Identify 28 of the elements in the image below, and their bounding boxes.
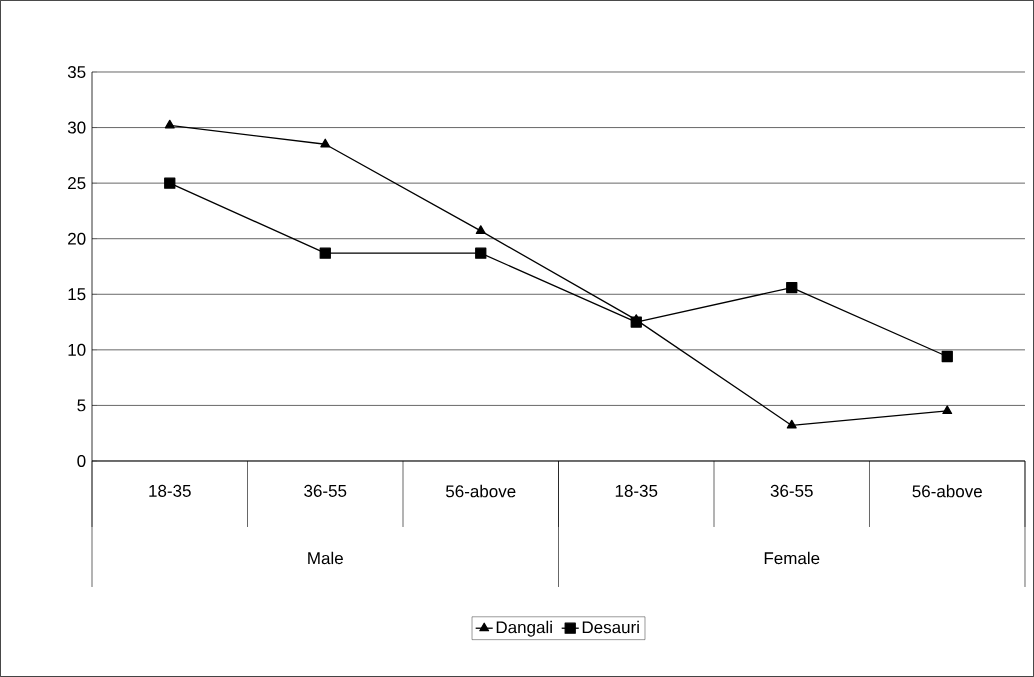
point — [941, 350, 953, 363]
point — [942, 405, 953, 415]
point — [786, 419, 797, 429]
text: Female — [764, 551, 820, 565]
y-tick-label: 30 — [67, 121, 86, 134]
x-tick-label: 18-35 — [149, 484, 191, 497]
legend-label: Dangali — [496, 620, 552, 637]
point — [786, 281, 798, 294]
y-tick-label: 0 — [77, 454, 86, 468]
point — [475, 225, 486, 235]
y-tick-label: 10 — [68, 343, 86, 356]
point — [319, 247, 331, 259]
y-tick-label: 20 — [68, 232, 86, 245]
point — [475, 247, 487, 259]
x-tick-label: 56-above — [445, 484, 516, 498]
y-tick-label: 5 — [77, 399, 86, 412]
point — [164, 119, 175, 129]
y-tick-label: 15 — [68, 288, 86, 301]
text: Male — [308, 551, 343, 565]
x-tick-label: 36-55 — [304, 484, 347, 497]
legend-label: Desauri — [582, 620, 639, 634]
point — [164, 177, 176, 189]
x-tick-label: 36-55 — [770, 484, 813, 497]
x-tick-label: 18-35 — [615, 484, 658, 497]
y-tick-label: 35 — [67, 65, 86, 79]
y-tick-label: 25 — [68, 177, 86, 190]
point — [320, 138, 331, 148]
x-tick-label: 56-above — [912, 484, 982, 498]
